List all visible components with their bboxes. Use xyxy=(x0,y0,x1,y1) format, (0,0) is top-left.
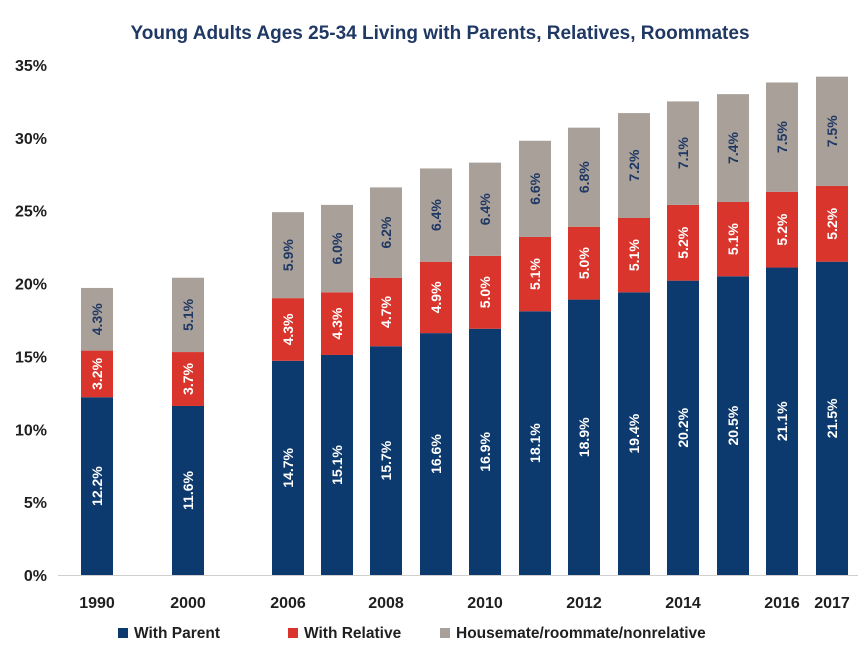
bar-group-2011: 18.1% 5.1% 6.6% xyxy=(519,141,551,575)
data-label: 21.1% xyxy=(774,401,790,441)
data-label: 7.5% xyxy=(824,115,840,147)
data-label: 21.5% xyxy=(824,398,840,438)
data-label: 5.1% xyxy=(527,258,543,290)
data-label: 19.4% xyxy=(626,413,642,453)
data-label: 16.6% xyxy=(428,434,444,474)
data-label: 4.3% xyxy=(89,303,105,335)
data-label: 7.1% xyxy=(675,137,691,169)
data-label: 15.1% xyxy=(329,445,345,485)
bar-group-2010: 16.9% 5.0% 6.4% xyxy=(469,163,501,575)
bar-group-2016: 21.1% 5.2% 7.5% xyxy=(766,82,798,575)
data-label: 3.2% xyxy=(89,357,105,389)
data-label: 5.9% xyxy=(280,239,296,271)
x-tick-label: 2010 xyxy=(467,595,503,612)
legend-swatch xyxy=(118,628,128,638)
data-label: 6.6% xyxy=(527,172,543,204)
x-tick-label: 2014 xyxy=(665,595,701,612)
legend-swatch xyxy=(440,628,450,638)
data-label: 4.3% xyxy=(329,307,345,339)
bar-group-2009: 16.6% 4.9% 6.4% xyxy=(420,168,452,575)
data-label: 20.2% xyxy=(675,407,691,447)
data-label: 7.5% xyxy=(774,121,790,153)
data-label: 5.2% xyxy=(675,226,691,258)
bar-group-2006: 14.7% 4.3% 5.9% xyxy=(272,212,304,575)
data-label: 4.9% xyxy=(428,281,444,313)
x-tick-label: 2016 xyxy=(764,595,800,612)
x-tick-label: 2012 xyxy=(566,595,602,612)
bar-group-2013: 19.4% 5.1% 7.2% xyxy=(618,113,650,575)
y-tick-label: 10% xyxy=(15,422,47,439)
data-label: 18.9% xyxy=(576,417,592,457)
chart-title: Young Adults Ages 25-34 Living with Pare… xyxy=(130,23,749,44)
x-tick-label: 2006 xyxy=(270,595,306,612)
data-label: 5.2% xyxy=(774,213,790,245)
data-label: 7.2% xyxy=(626,149,642,181)
bar-group-2007: 15.1% 4.3% 6.0% xyxy=(321,205,353,575)
data-label: 6.4% xyxy=(428,199,444,231)
data-label: 4.3% xyxy=(280,313,296,345)
bar-group-1990: 12.2% 3.2% 4.3% xyxy=(81,288,113,575)
legend-label: With Parent xyxy=(134,625,220,642)
x-tick-label: 2008 xyxy=(368,595,404,612)
y-tick-label: 30% xyxy=(15,131,47,148)
data-label: 18.1% xyxy=(527,423,543,463)
bar-group-2008: 15.7% 4.7% 6.2% xyxy=(370,187,402,575)
x-tick-label: 1990 xyxy=(79,595,115,612)
legend-label: Housemate/roommate/nonrelative xyxy=(456,625,706,642)
data-label: 5.1% xyxy=(725,223,741,255)
data-label: 5.2% xyxy=(824,207,840,239)
data-label: 12.2% xyxy=(89,466,105,506)
data-label: 5.1% xyxy=(180,298,196,330)
legend-label: With Relative xyxy=(304,625,402,642)
data-label: 14.7% xyxy=(280,448,296,488)
data-label: 6.2% xyxy=(378,216,394,248)
data-label: 4.7% xyxy=(378,295,394,327)
data-label: 6.8% xyxy=(576,161,592,193)
data-label: 3.7% xyxy=(180,363,196,395)
bar-group-2014: 20.2% 5.2% 7.1% xyxy=(667,101,699,575)
data-label: 7.4% xyxy=(725,132,741,164)
bar-group-2000: 11.6% 3.7% 5.1% xyxy=(172,278,204,575)
y-tick-label: 15% xyxy=(15,349,47,366)
legend-swatch xyxy=(288,628,298,638)
data-label: 5.1% xyxy=(626,239,642,271)
y-tick-label: 20% xyxy=(15,277,47,294)
bar-group-2017: 21.5% 5.2% 7.5% xyxy=(816,77,848,575)
y-tick-label: 35% xyxy=(15,58,47,75)
data-label: 20.5% xyxy=(725,405,741,445)
data-label: 15.7% xyxy=(378,440,394,480)
data-label: 5.0% xyxy=(477,276,493,308)
y-tick-label: 25% xyxy=(15,204,47,221)
data-label: 11.6% xyxy=(180,470,196,509)
data-label: 16.9% xyxy=(477,431,493,471)
x-tick-label: 2017 xyxy=(814,595,850,612)
data-label: 6.0% xyxy=(329,232,345,264)
x-tick-label: 2000 xyxy=(170,595,206,612)
y-tick-label: 0% xyxy=(24,568,47,585)
data-label: 6.4% xyxy=(477,193,493,225)
bar-group-2015: 20.5% 5.1% 7.4% xyxy=(717,94,749,575)
data-label: 5.0% xyxy=(576,247,592,279)
y-tick-label: 5% xyxy=(24,495,47,512)
bar-group-2012: 18.9% 5.0% 6.8% xyxy=(568,128,600,575)
